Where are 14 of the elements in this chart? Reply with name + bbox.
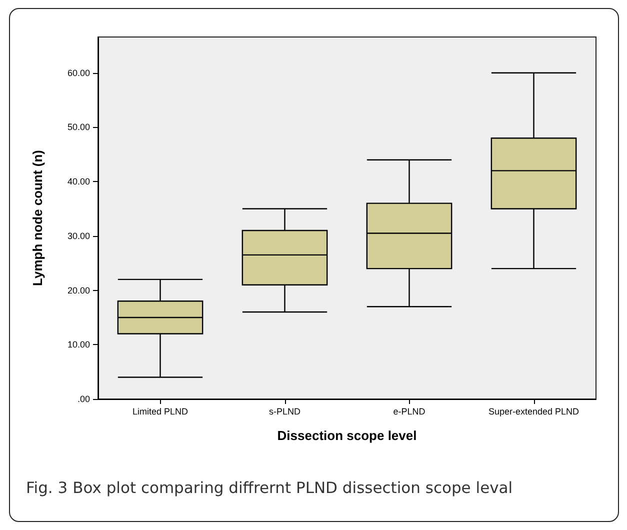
caption: Fig. 3 Box plot comparing diffrernt PLND dissection scope leval bbox=[26, 479, 513, 497]
y-tick-label: 40.00 bbox=[67, 176, 90, 187]
y-axis-title: Lymph node count (n) bbox=[30, 150, 45, 286]
x-tick-label: Limited PLND bbox=[132, 406, 189, 416]
y-tick-label: 50.00 bbox=[67, 122, 90, 132]
x-tick-label: e-PLND bbox=[393, 406, 426, 416]
y-tick-label: 60.00 bbox=[67, 68, 90, 78]
x-axis-title: Dissection scope level bbox=[277, 428, 417, 443]
x-tick-label: Super-extended PLND bbox=[488, 406, 580, 416]
x-tick-label: s-PLND bbox=[268, 406, 301, 416]
y-tick-label: .00 bbox=[77, 394, 90, 404]
y-tick-label: 10.00 bbox=[67, 340, 90, 350]
y-tick-label: 20.00 bbox=[67, 285, 90, 296]
y-tick-label: 30.00 bbox=[67, 230, 90, 241]
